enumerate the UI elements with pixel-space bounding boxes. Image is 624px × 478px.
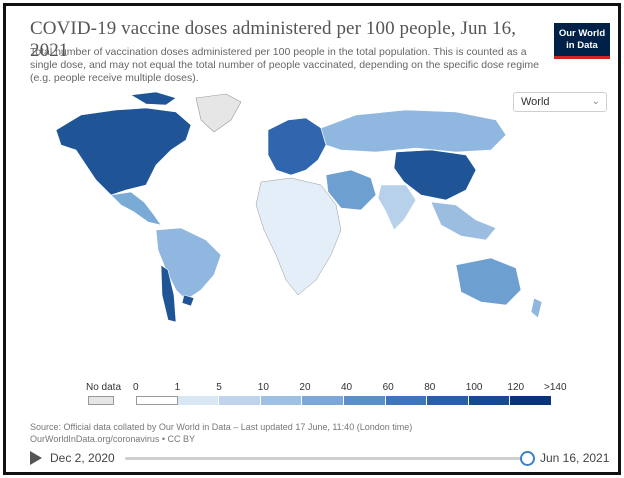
map-region-new-zealand (530, 297, 543, 319)
legend-bin (219, 396, 261, 405)
legend-bin (344, 396, 386, 405)
legend-tick-label: 0 (133, 382, 139, 393)
chart-subtitle: Total number of vaccination doses admini… (30, 46, 540, 84)
legend-no-data-label: No data (86, 382, 122, 393)
legend-tick-label: >140 (544, 382, 567, 393)
map-region-russia (320, 109, 507, 153)
chart-frame: COVID-19 vaccine doses administered per … (3, 3, 621, 475)
legend-no-data-swatch (88, 396, 114, 405)
owid-logo[interactable]: Our World in Data (554, 23, 610, 59)
legend-tick-label: 1 (174, 382, 181, 393)
map-region-south-america (155, 227, 222, 301)
map-region-india (377, 184, 417, 231)
chevron-down-icon: ⌄ (591, 96, 600, 107)
legend-bin (136, 396, 178, 405)
region-select-value: World (521, 96, 550, 108)
legend-bin (260, 396, 303, 405)
region-select[interactable]: World ⌄ (513, 92, 607, 112)
legend-bin (510, 396, 552, 405)
legend-tick-label: 80 (424, 382, 436, 393)
source-note: Source: Official data collated by Our Wo… (30, 421, 530, 445)
source-line-1: Source: Official data collated by Our Wo… (30, 422, 413, 432)
legend-tick-label: 10 (257, 382, 269, 393)
map-region-uruguay (181, 294, 195, 307)
legend-tick-label: 100 (465, 382, 483, 393)
map-region-central-america (110, 191, 162, 226)
map-region-southeast-asia (430, 201, 497, 241)
map-region-north-america (55, 107, 192, 196)
legend-tick-label: 60 (382, 382, 394, 393)
map-region-africa (255, 177, 342, 296)
map-region-greenland (195, 93, 242, 133)
map-region-north-america-islands (130, 91, 177, 106)
map-region-chile (160, 264, 177, 323)
timeline-end-label: Jun 16, 2021 (540, 451, 610, 465)
timeline-track[interactable] (125, 457, 525, 460)
source-line-2[interactable]: OurWorldInData.org/coronavirus • CC BY (30, 434, 196, 444)
legend-bin (177, 396, 220, 405)
legend-bin (385, 396, 428, 405)
map-region-china (393, 149, 477, 201)
map-region-middle-east (325, 169, 377, 211)
map-region-australia (455, 257, 522, 306)
world-map[interactable] (36, 90, 576, 330)
legend-bin (468, 396, 511, 405)
timeline: Dec 2, 2020 Jun 16, 2021 (30, 446, 616, 470)
legend-tick-label: 20 (299, 382, 311, 393)
chart-title: COVID-19 vaccine doses administered per … (30, 18, 517, 61)
logo-line-2: in Data (566, 40, 598, 51)
timeline-start-label: Dec 2, 2020 (50, 451, 115, 465)
play-icon[interactable] (30, 451, 42, 465)
legend-bin (427, 396, 469, 405)
legend-bin (302, 396, 344, 405)
legend-tick-label: 5 (216, 382, 222, 393)
legend-tick-label: 120 (507, 382, 525, 393)
legend-tick-label: 40 (341, 382, 353, 393)
logo-line-1: Our World (558, 28, 606, 39)
map-region-europe (267, 117, 327, 176)
timeline-handle[interactable] (520, 451, 535, 466)
